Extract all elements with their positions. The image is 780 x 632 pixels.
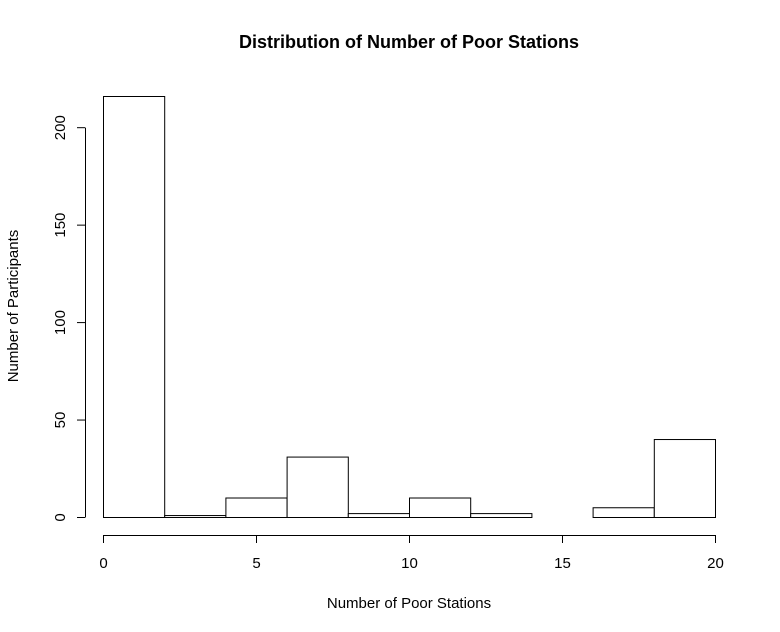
y-ticks: 0 50 100 150 200 — [52, 115, 85, 522]
x-tick-label: 10 — [401, 555, 418, 572]
x-axis: 0 5 10 15 20 — [99, 535, 724, 572]
x-tick-label: 15 — [554, 555, 571, 572]
y-tick-label: 50 — [52, 412, 69, 429]
histogram-bar-9 — [653, 439, 716, 519]
bars-group — [103, 96, 716, 519]
y-tick-label: 0 — [52, 513, 69, 521]
x-tick-label: 20 — [707, 555, 724, 572]
chart-title: Distribution of Number of Poor Stations — [239, 32, 579, 52]
y-tick-label: 200 — [52, 115, 69, 140]
y-axis-label: Number of Participants — [5, 230, 22, 383]
x-tick-label: 5 — [252, 555, 260, 572]
y-tick-label: 100 — [52, 310, 69, 335]
y-tick-label: 150 — [52, 213, 69, 238]
histogram-bar-5 — [409, 497, 472, 518]
x-ticks: 0 5 10 15 20 — [99, 535, 724, 572]
histogram-bar-1 — [164, 515, 227, 518]
x-axis-label: Number of Poor Stations — [327, 595, 491, 612]
histogram-bar-6 — [470, 513, 533, 519]
histogram-bar-2 — [225, 497, 288, 518]
x-tick-label: 0 — [99, 555, 107, 572]
histogram-bar-4 — [347, 513, 410, 519]
histogram-bar-3 — [286, 456, 349, 518]
histogram-bar-8 — [592, 507, 655, 519]
y-axis: 0 50 100 150 200 — [52, 115, 86, 522]
histogram-bar-0 — [103, 96, 166, 518]
